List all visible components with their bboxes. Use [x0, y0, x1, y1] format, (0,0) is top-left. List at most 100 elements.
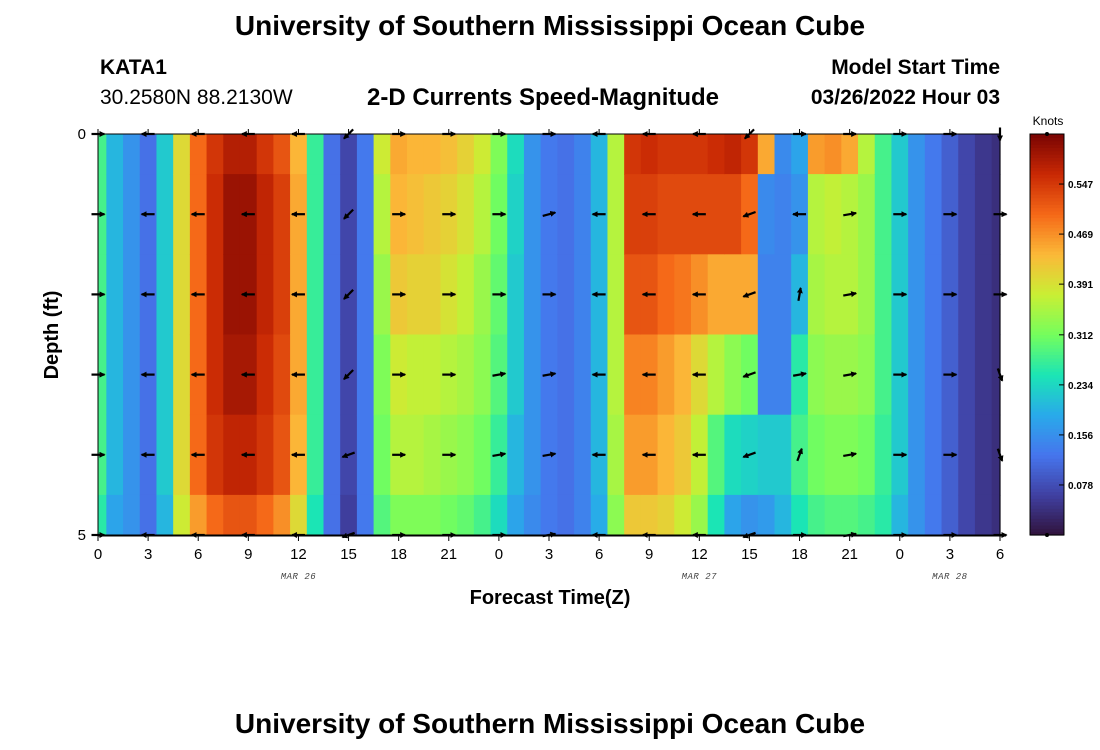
current-vector-arrow [843, 371, 858, 378]
heatmap-cell [624, 174, 642, 255]
current-vector-arrow [341, 451, 356, 459]
heatmap-cell [123, 334, 141, 416]
heatmap-cell [958, 494, 976, 536]
colorbar-band [1030, 207, 1064, 212]
heatmap-cell [173, 494, 191, 536]
colorbar-tick-label: 0.391 [1068, 280, 1093, 291]
heatmap-cell [156, 494, 174, 536]
heatmap-cell [674, 334, 692, 416]
current-vector-arrow [742, 210, 756, 218]
heatmap-cell [373, 494, 391, 536]
colorbar-band [1030, 284, 1064, 289]
colorbar-band [1030, 274, 1064, 279]
heatmap-cell [523, 334, 542, 416]
heatmap-cell [791, 134, 809, 175]
colorbar-band [1030, 384, 1064, 389]
colorbar-band [1030, 494, 1064, 499]
colorbar-band [1030, 431, 1064, 436]
model-start-value: 03/26/2022 Hour 03 [810, 86, 1000, 109]
colorbar-band [1030, 314, 1064, 319]
colorbar-band [1030, 468, 1064, 473]
heatmap-cell [423, 414, 442, 496]
heatmap-cell [423, 174, 442, 255]
colorbar-unit: Knots [1033, 114, 1064, 128]
heatmap-cell [674, 134, 692, 175]
colorbar-band [1030, 401, 1064, 406]
heatmap-cell [223, 334, 241, 416]
heatmap-cell [390, 494, 408, 536]
heatmap-cell [807, 254, 826, 336]
station-id: KATA1 [100, 56, 167, 79]
heatmap-cell [457, 174, 475, 255]
colorbar-band [1030, 514, 1064, 519]
x-tick-label: 18 [791, 546, 808, 563]
heatmap-cell [256, 334, 274, 416]
heatmap-cell [774, 494, 792, 536]
colorbar-band [1030, 227, 1064, 232]
heatmap-cell [523, 494, 542, 536]
heatmap-cell [423, 254, 442, 336]
heatmap-cell [407, 494, 425, 536]
heatmap-cell [941, 134, 959, 175]
colorbar-band [1030, 190, 1064, 195]
colorbar-band [1030, 230, 1064, 235]
heatmap-cell [807, 134, 826, 175]
heatmap-cell [540, 494, 558, 536]
heatmap-cell [407, 334, 425, 416]
heatmap-cell [574, 254, 592, 336]
colorbar-band [1030, 501, 1064, 506]
heatmap-cell [858, 334, 876, 416]
colorbar-band [1030, 297, 1064, 302]
colorbar-tick-label: 0.469 [1068, 230, 1093, 241]
colorbar-band [1030, 391, 1064, 396]
heatmap-cell [657, 134, 675, 175]
heatmap-cell [590, 494, 609, 536]
heatmap-cell [908, 414, 926, 496]
colorbar-band [1030, 354, 1064, 359]
heatmap-cell [290, 494, 308, 536]
heatmap-cell [473, 414, 492, 496]
colorbar-band [1030, 287, 1064, 292]
colorbar-band [1030, 411, 1064, 416]
current-vector-arrow [492, 451, 507, 458]
colorbar-band [1030, 157, 1064, 162]
heatmap-cell [908, 494, 926, 536]
colorbar-band [1030, 217, 1064, 222]
colorbar-band [1030, 458, 1064, 463]
current-vector-arrow [492, 371, 507, 378]
heatmap-cell [206, 494, 224, 536]
colorbar-band [1030, 144, 1064, 148]
heatmap-cell [457, 254, 475, 336]
heatmap-cell [390, 134, 408, 175]
heatmap-cell [306, 334, 325, 416]
heatmap-cell [189, 494, 208, 536]
colorbar-band [1030, 334, 1064, 339]
heatmap-cell [457, 334, 475, 416]
heatmap-cell [974, 174, 993, 255]
heatmap-cell [106, 414, 124, 496]
colorbar-band [1030, 180, 1064, 185]
x-axis: 0 3 6 9 12 15 18 21 0 3 6 9 12 15 18 21 0 3 6 MAR 26 MAR 27 M… [94, 129, 1006, 582]
heatmap-cell [423, 334, 442, 416]
heatmap-cell [523, 414, 542, 496]
heatmap-cell [356, 174, 375, 255]
heatmap-cell [106, 334, 124, 416]
heatmap-cell [991, 334, 1001, 416]
heatmap-cell [724, 494, 742, 536]
heatmap-cell [607, 334, 625, 416]
heatmap-cell [807, 334, 826, 416]
x-tick-label: 3 [545, 546, 553, 563]
heatmap-cell [223, 254, 241, 336]
heatmap-cell [173, 174, 191, 255]
heatmap-cell [139, 494, 158, 536]
heatmap-cell [473, 174, 492, 255]
heatmap-cell [640, 494, 659, 536]
heatmap-cell [106, 494, 124, 536]
heatmap-cell [123, 254, 141, 336]
colorbar-band [1030, 197, 1064, 202]
heatmap-cell [356, 414, 375, 496]
heatmap-cell [690, 494, 709, 536]
colorbar-band [1030, 260, 1064, 265]
colorbar-band [1030, 250, 1064, 255]
current-speed-chart: 0 3 6 9 12 15 18 21 0 3 6 9 12 15 18 21 0 3 6 MAR 26 MAR 27 M… [41, 114, 1093, 609]
